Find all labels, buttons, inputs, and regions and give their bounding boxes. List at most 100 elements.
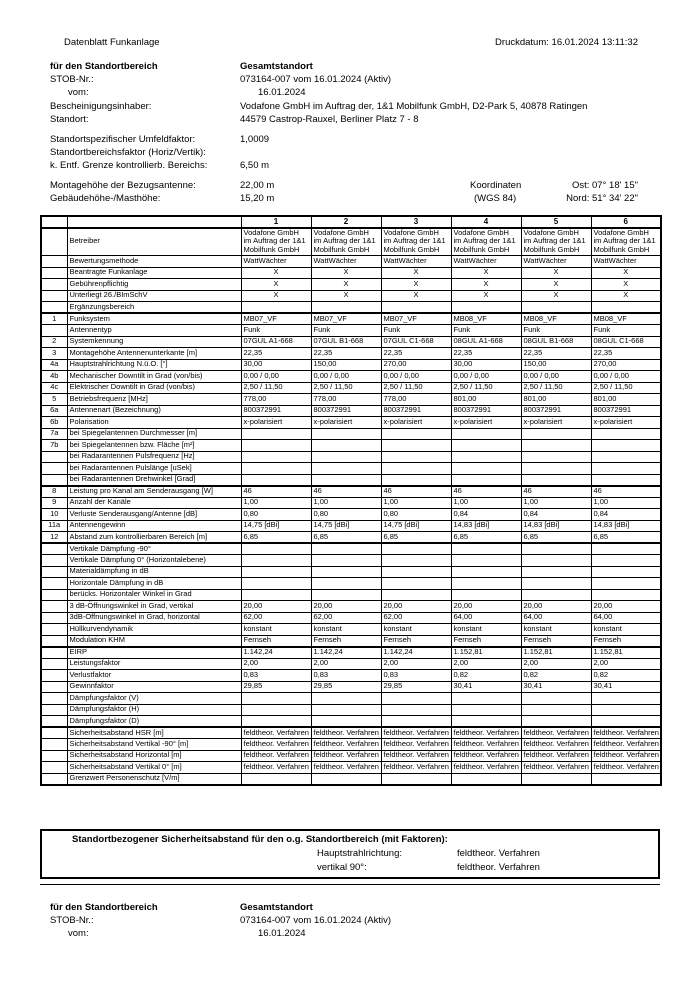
bereichsfaktor-label: Standortbereichsfaktor (Horiz/Vertik): [50, 147, 206, 158]
cell-value: X [520, 266, 592, 279]
row-label: Ergänzungsbereich [66, 301, 242, 314]
hauptstrahlrichtung-label: Hauptstrahlrichtung: [317, 848, 403, 859]
table-row: 4c Elektrischer Downtilt in Grad (von/bis… [40, 381, 662, 394]
cell-value [310, 462, 382, 475]
cell-value [310, 692, 382, 705]
cell-value [450, 450, 522, 463]
table-row: EIRP 1.142,24 1.142,24 1.142,24 1.152,81 1.15… [40, 645, 662, 659]
row-number [40, 255, 68, 268]
cell-value: 2,00 [590, 657, 662, 670]
cell-value: 20,00 [310, 600, 382, 613]
table-row: 6a Antennenart (Bezeichnung) 800372991 8003… [40, 404, 662, 417]
row-number [40, 645, 68, 659]
cell-value: 62,00 [380, 611, 452, 624]
row-number [40, 600, 68, 613]
cell-value: 6,85 [380, 531, 452, 544]
cell-value: X [310, 278, 382, 291]
cell-value: feldtheor. Verfahren [380, 761, 452, 774]
cell-value: 1,00 [590, 496, 662, 509]
cell-value: 1,00 [240, 496, 312, 509]
row-number: 4a [40, 358, 68, 371]
cell-value: Vodafone GmbH im Auftrag der 1&1 Mobilfu… [590, 227, 662, 256]
cell-value: 6,85 [590, 531, 662, 544]
umfeldfaktor-label: Standortspezifischer Umfeldfaktor: [50, 134, 196, 145]
cell-value: 20,00 [590, 600, 662, 613]
row-number: 3 [40, 347, 68, 360]
cell-value [520, 703, 592, 716]
table-row: Dämpfungsfaktor (H) [40, 703, 662, 716]
cell-value: MB07_VF [310, 312, 382, 325]
cell-value: 64,00 [450, 611, 522, 624]
row-number: 11a [40, 519, 68, 532]
cell-value: feldtheor. Verfahren [240, 738, 312, 751]
cell-value: Funk [240, 324, 312, 337]
cell-value: 20,00 [520, 600, 592, 613]
cell-value: 22,35 [380, 347, 452, 360]
row-number [40, 623, 68, 636]
cell-value [450, 577, 522, 590]
cell-value: konstant [380, 623, 452, 636]
cell-value [590, 554, 662, 567]
row-number [40, 301, 68, 314]
cell-value [520, 439, 592, 452]
cell-value: WattWächter [380, 255, 452, 268]
cell-value [310, 772, 382, 785]
cell-value [240, 703, 312, 716]
footer-vom-value: 16.01.2024 [258, 928, 306, 939]
cell-value: Funk [310, 324, 382, 337]
row-label: Dämpfungsfaktor (D) [66, 715, 242, 728]
footer-vom-label: vom: [68, 928, 89, 939]
table-row: Vertikale Dämpfung -90° [40, 542, 662, 555]
table-row: Hüllkurvendynamik konstant konstant konstan… [40, 623, 662, 636]
cell-value: 2,00 [310, 657, 382, 670]
inhaber-value: Vodafone GmbH im Auftrag der, 1&1 Mobilf… [240, 101, 588, 112]
cell-value: feldtheor. Verfahren [590, 749, 662, 762]
cell-value: 0,82 [450, 669, 522, 682]
row-number [40, 726, 68, 739]
cell-value [380, 439, 452, 452]
cell-value [450, 715, 522, 728]
cell-value: 1.142,24 [380, 645, 452, 659]
cell-value: Fernseh [590, 634, 662, 647]
footer-stob-label: STOB-Nr.: [50, 915, 94, 926]
cell-value: 14,83 [dBi] [450, 519, 522, 532]
cell-value [380, 462, 452, 475]
row-label: Anzahl der Kanäle [66, 496, 242, 509]
cell-value [310, 473, 382, 486]
row-number: 7a [40, 427, 68, 440]
row-label: Sicherheitsabstand HSR [m] [66, 726, 242, 739]
cell-value: x-polarisiert [310, 416, 382, 429]
cell-value: 07GUL B1-668 [310, 335, 382, 348]
cell-value: 1,00 [380, 496, 452, 509]
cell-value: feldtheor. Verfahren [520, 726, 592, 739]
row-number [40, 657, 68, 670]
cell-value: 0,80 [310, 508, 382, 521]
cell-value: Vodafone GmbH im Auftrag der 1&1 Mobilfu… [520, 227, 592, 256]
table-row: 5 Betriebsfrequenz [MHz] 778,00 778,00 778,0… [40, 393, 662, 406]
grenze-label: k. Entf. Grenze kontrollierb. Bereichs: [50, 160, 208, 171]
cell-value [450, 542, 522, 555]
cell-value: 1.152,81 [590, 645, 662, 659]
table-row: Verlustfaktor 0,83 0,83 0,83 0,82 0,82 0,82 [40, 669, 662, 682]
cell-value: feldtheor. Verfahren [450, 738, 522, 751]
cell-value: feldtheor. Verfahren [240, 726, 312, 739]
cell-value: feldtheor. Verfahren [380, 738, 452, 751]
row-number [40, 749, 68, 762]
row-number [40, 462, 68, 475]
antenna-data-table: 1 2 3 4 5 6 Betreiber Vodafone GmbH im Auftrag … [40, 215, 662, 786]
cell-value: X [310, 266, 382, 279]
cell-value: 778,00 [240, 393, 312, 406]
cell-value: 30,41 [520, 680, 592, 693]
row-label: Sicherheitsabstand Vertikal 0° [m] [66, 761, 242, 774]
cell-value [310, 450, 382, 463]
cell-value [310, 542, 382, 555]
cell-value: 6,85 [240, 531, 312, 544]
row-number [40, 227, 68, 256]
cell-value: 2,50 / 11,50 [240, 381, 312, 394]
row-label: Antennenart (Bezeichnung) [66, 404, 242, 417]
cell-value: MB07_VF [240, 312, 312, 325]
cell-value: feldtheor. Verfahren [450, 749, 522, 762]
cell-value: 6,85 [310, 531, 382, 544]
cell-value: 14,83 [dBi] [520, 519, 592, 532]
row-number [40, 680, 68, 693]
